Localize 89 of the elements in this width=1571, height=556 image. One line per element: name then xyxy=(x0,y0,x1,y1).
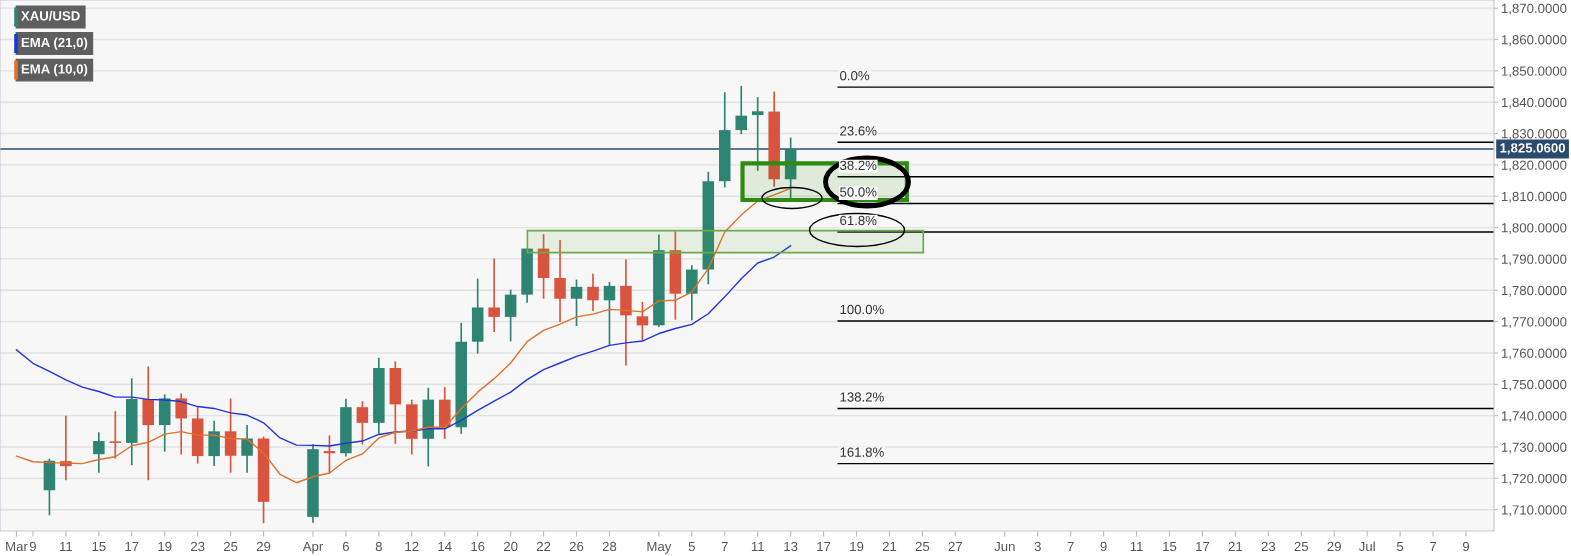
x-tick-label: 21 xyxy=(882,541,897,551)
candlestick xyxy=(93,431,105,474)
candlestick xyxy=(751,96,764,172)
x-tick-label: Jul xyxy=(1358,541,1375,552)
line-series xyxy=(15,187,792,484)
annotation: 100.0% xyxy=(840,304,884,315)
x-tick-label: 29 xyxy=(256,541,271,552)
y-tick-label: 1,740.0000 xyxy=(1501,411,1567,423)
x-tick-label: 14 xyxy=(438,541,452,551)
x-tick-label: 7 xyxy=(1430,541,1437,551)
x-tick-label: 12 xyxy=(405,541,419,551)
y-tick-label: 1,770.0000 xyxy=(1501,317,1567,329)
candlestick xyxy=(175,392,187,456)
x-tick-label: 28 xyxy=(602,541,617,552)
annotation: 61.8% xyxy=(840,215,877,226)
y-tick-label: 1,760.0000 xyxy=(1501,348,1567,360)
annotation: 23.6% xyxy=(840,126,877,136)
candlestick xyxy=(554,239,566,323)
x-tick-label: 26 xyxy=(569,541,584,552)
y-tick-label: 1,830.0000 xyxy=(1501,129,1567,140)
annotation: 50.0% xyxy=(840,187,877,197)
y-tick-label: 1,710.0000 xyxy=(1501,505,1567,517)
legend-label: EMA (10,0) xyxy=(21,63,88,77)
candlestick xyxy=(603,281,616,346)
x-tick-label: 19 xyxy=(850,541,864,552)
y-tick-label: 1,850.0000 xyxy=(1501,66,1567,78)
x-tick-label: 25 xyxy=(1294,541,1309,552)
x-tick-label: 11 xyxy=(1130,541,1143,551)
x-tick-label: 29 xyxy=(1327,541,1341,552)
x-tick-label: Jun xyxy=(994,541,1015,552)
candlestick xyxy=(636,301,649,342)
x-tick-label: 15 xyxy=(1163,541,1177,552)
x-tick-label: 25 xyxy=(223,541,238,552)
x-tick-label: 9 xyxy=(29,541,36,552)
y-tick-label: 1,820.0000 xyxy=(1501,160,1567,172)
x-tick-label: 17 xyxy=(817,541,831,551)
y-tick-label: 1,720.0000 xyxy=(1501,473,1567,485)
x-tick-label: 23 xyxy=(190,541,205,552)
x-tick-label: 19 xyxy=(158,541,172,552)
x-tick-label: May xyxy=(647,541,672,554)
x-tick-label: 17 xyxy=(125,541,139,551)
y-tick-label: 1,860.0000 xyxy=(1501,35,1567,46)
annotation: 0.0% xyxy=(840,71,870,81)
candlestick xyxy=(109,410,122,460)
x-tick-label: 3 xyxy=(1034,541,1041,552)
x-tick-label: Apr xyxy=(302,541,324,554)
y-tick-label: 1,840.0000 xyxy=(1501,97,1567,109)
x-tick-label: 7 xyxy=(1067,541,1074,551)
y-tick-label: 1,780.0000 xyxy=(1501,285,1567,297)
legend-label: EMA (21,0) xyxy=(21,37,88,50)
candlestick xyxy=(735,85,747,135)
y-tick-label: 1,790.0000 xyxy=(1501,254,1567,266)
x-tick-label: 25 xyxy=(915,541,930,552)
candlestick xyxy=(241,424,253,474)
x-tick-label: 23 xyxy=(1261,541,1276,552)
y-tick-label: 1,730.0000 xyxy=(1501,442,1567,454)
x-tick-label: 20 xyxy=(503,541,518,552)
ref-line-label: 1,825.0600 xyxy=(1500,143,1566,155)
line-series xyxy=(15,245,792,447)
x-tick-label: 17 xyxy=(1196,541,1210,551)
x-tick-label: Mar xyxy=(6,541,28,552)
x-tick-label: 22 xyxy=(536,541,551,551)
annotation: 161.8% xyxy=(840,447,884,457)
x-tick-label: 7 xyxy=(721,541,728,551)
x-tick-label: 27 xyxy=(948,541,963,551)
y-tick-label: 1,800.0000 xyxy=(1501,223,1567,235)
y-tick-label: 1,750.0000 xyxy=(1501,379,1567,391)
annotation: 138.2% xyxy=(840,392,884,402)
legend-label: XAU/USD xyxy=(21,10,80,21)
x-tick-label: 9 xyxy=(1462,541,1470,552)
x-tick-label: 21 xyxy=(1228,541,1243,551)
candlestick xyxy=(488,257,500,333)
x-tick-label: 8 xyxy=(375,541,382,552)
y-tick-label: 1,870.0000 xyxy=(1501,3,1567,15)
candlestick xyxy=(570,278,583,327)
candlestick xyxy=(587,272,599,312)
x-tick-label: 11 xyxy=(60,541,73,551)
x-tick-label: 15 xyxy=(92,541,106,552)
x-tick-label: 6 xyxy=(342,541,349,552)
x-tick-label: 11 xyxy=(751,541,764,551)
x-tick-label: 13 xyxy=(784,541,798,552)
annotation: 38.2% xyxy=(840,160,877,171)
x-tick-label: 16 xyxy=(471,541,485,552)
x-tick-label: 5 xyxy=(1396,541,1404,552)
candlestick xyxy=(504,288,517,343)
y-tick-label: 1,810.0000 xyxy=(1501,191,1567,203)
candlestick xyxy=(356,400,369,446)
x-tick-label: 5 xyxy=(688,541,695,552)
x-tick-label: 9 xyxy=(1100,541,1107,552)
